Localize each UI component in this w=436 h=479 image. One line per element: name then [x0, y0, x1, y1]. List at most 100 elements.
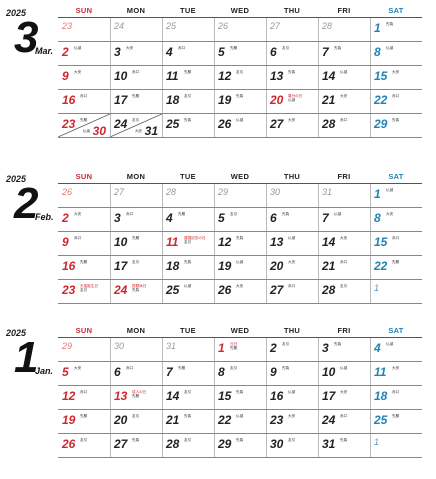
day-note: 大安 [288, 414, 295, 418]
day-number: 28 [166, 187, 177, 197]
day-divider [318, 208, 319, 231]
day-number: 5 [62, 365, 69, 379]
day-cell: 8 仏滅 [370, 42, 422, 65]
day-number: 13 [270, 235, 284, 249]
week-row: 12 赤口 13 成人の日 先勝 14 友引 15 先負 16 仏滅 17 大安 18 赤口 [58, 386, 422, 410]
day-cell: 3 赤口 [110, 208, 162, 231]
day-number: 15 [218, 389, 232, 403]
note-line: 仏滅 [386, 188, 394, 192]
note-line: 仏滅 [236, 414, 244, 418]
note-line: 成人の日 [132, 390, 147, 394]
day-note: 友引 [184, 438, 191, 442]
week-row: 19 先勝 20 友引 21 先負 22 仏滅 23 大安 24 赤口 25 先勝 [58, 410, 422, 434]
day-cell: 10 先勝 [110, 232, 162, 255]
day-divider [266, 386, 267, 409]
day-cell: 19 先負 [214, 90, 266, 113]
day-divider [162, 256, 163, 279]
week-row: 29 30 31 1 元日 先勝 2 友引 3 先負 4 仏滅 [58, 338, 422, 362]
day-cell: 8 大安 [370, 208, 422, 231]
note-line: 先勝 [392, 414, 400, 418]
weekday-header: SUN MON TUE WED THU FRI SAT [58, 172, 422, 184]
day-cell: 29 先負 [214, 434, 266, 457]
note-line: 赤口 [340, 414, 348, 418]
day-cell: 9 赤口 [58, 232, 110, 255]
day-divider [266, 18, 267, 41]
day-number: 12 [218, 69, 232, 83]
week-row: 16 赤口 17 先勝 18 友引 19 先負 20 春分の日 仏滅 21 大安 22 赤口 [58, 90, 422, 114]
day-note: 先勝 [80, 414, 87, 418]
note-line: 先勝 [80, 414, 88, 418]
day-divider [370, 280, 371, 303]
day-cell: 24 [110, 18, 162, 41]
day-divider [266, 362, 267, 385]
day-number: 27 [270, 21, 281, 31]
day-number: 11 [166, 69, 179, 83]
day-number: 4 [166, 45, 173, 59]
day-divider [214, 280, 215, 303]
day-cell: 5 先勝 [214, 42, 266, 65]
day-cell: 21 大安 [318, 90, 370, 113]
week-row: 9 赤口 10 先勝 11 建国記念の日 友引 12 先負 13 仏滅 14 大安 15 赤口 [58, 232, 422, 256]
day-note: 赤口 [80, 390, 87, 394]
note-line: 先勝 [184, 70, 192, 74]
note-line: 先勝 [80, 260, 88, 264]
weekday-label: SAT [388, 326, 404, 335]
day-cell: 6 先負 [266, 208, 318, 231]
day-note: 赤口 [340, 414, 347, 418]
day-divider [318, 18, 319, 41]
day-cell: 28 赤口 [318, 114, 370, 137]
note-line: 友引 [184, 240, 192, 245]
day-cell: 11 建国記念の日 友引 [162, 232, 214, 255]
day-number: 14 [322, 235, 336, 249]
day-cell: 20 大安 [266, 256, 318, 279]
day-divider [162, 338, 163, 361]
day-number: 3 [322, 341, 329, 355]
day-cell: 13 成人の日 先勝 [110, 386, 162, 409]
day-cell: 15 大安 [370, 66, 422, 89]
day-cell: 23 天皇誕生日 友引 [58, 280, 110, 303]
day-divider [318, 184, 319, 207]
note-line: 友引 [80, 438, 88, 442]
day-number: 13 [114, 389, 128, 403]
day-divider [214, 434, 215, 457]
note-line: 先負 [282, 366, 290, 370]
day-divider [266, 66, 267, 89]
weekday-label: FRI [337, 6, 351, 15]
note-line: 友引 [230, 212, 238, 216]
note-line: 大安 [392, 70, 400, 74]
day-note: 先勝 [80, 260, 87, 264]
weekday-label: FRI [337, 326, 351, 335]
day-number: 16 [62, 93, 76, 107]
day-number: 9 [62, 69, 69, 83]
day-number: 31 [322, 437, 336, 451]
note-line: 赤口 [178, 46, 186, 50]
day-cell: 16 先勝 [58, 256, 110, 279]
note-line: 先負 [282, 212, 290, 216]
day-note: 先負 [288, 70, 295, 74]
day-note: 友引 [184, 390, 191, 394]
note-line: 友引 [132, 118, 140, 122]
day-note: 友引 [288, 438, 295, 442]
day-note: 友引 [132, 118, 139, 122]
day-divider [266, 114, 267, 137]
day-cell: 12 友引 [214, 66, 266, 89]
day-cell: 6 赤口 [110, 362, 162, 385]
day-note: 大安 [236, 284, 243, 288]
day-cell: 18 友引 [162, 90, 214, 113]
day-number: 2 [62, 211, 69, 225]
weekday-label: SAT [388, 6, 404, 15]
day-divider [318, 66, 319, 89]
day-note: 先勝 [230, 46, 237, 50]
day-number: 1 [374, 283, 380, 293]
day-cell: 7 先負 [318, 42, 370, 65]
day-divider [370, 410, 371, 433]
day-cell: 4 赤口 [162, 42, 214, 65]
day-number: 19 [62, 413, 76, 427]
note-line: 振替休日 [132, 284, 147, 288]
day-cell: 10 赤口 [110, 66, 162, 89]
day-note: 先負 [236, 438, 243, 442]
day-divider [162, 42, 163, 65]
day-cell: 4 先勝 [162, 208, 214, 231]
note-line: 先負 [184, 260, 192, 264]
day-cell: 13 先負 [266, 66, 318, 89]
